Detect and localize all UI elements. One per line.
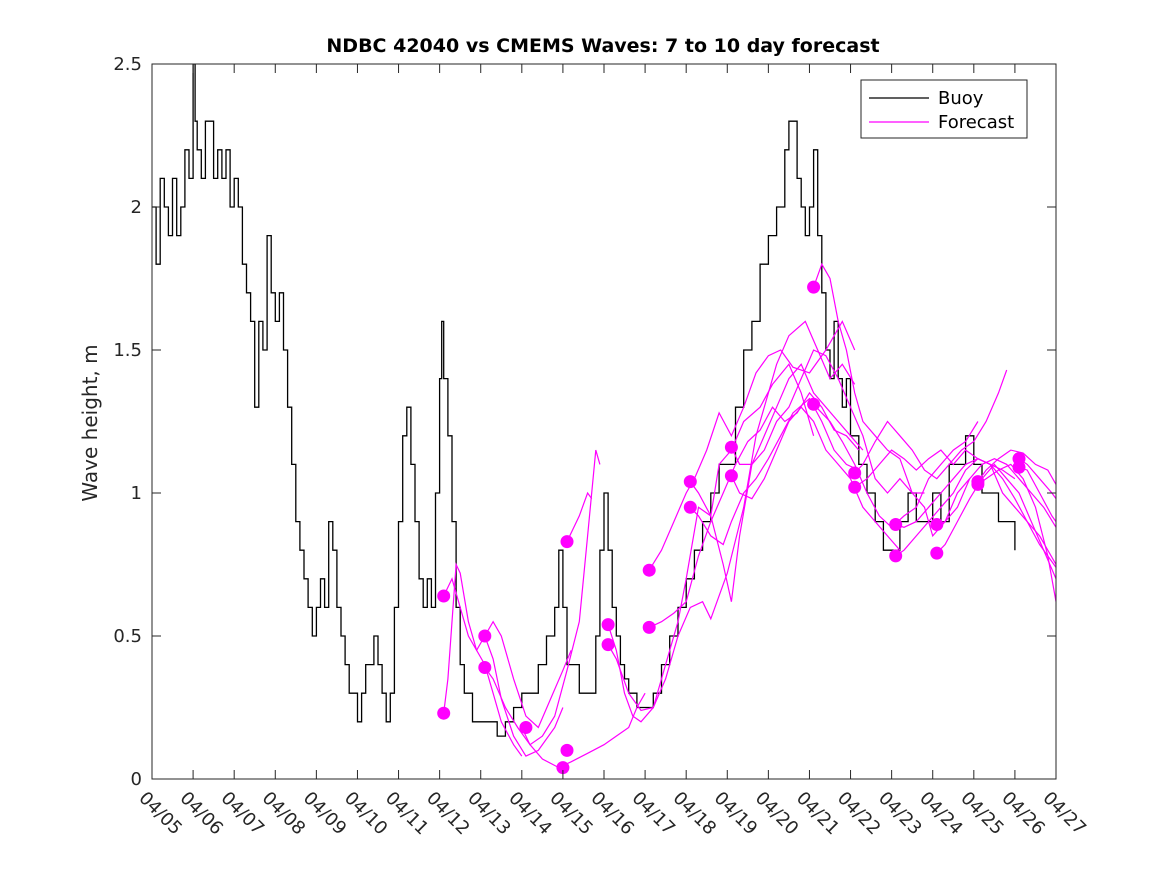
forecast-line-2 [443,577,564,757]
forecast-marker-5 [519,721,533,734]
forecast-marker-3 [478,629,492,643]
forecast-line-17 [854,369,1008,480]
plot-series-group [152,64,1056,775]
y-axis-label: Wave height, m [78,344,102,501]
x-tick-label: 04/15 [545,788,597,840]
x-tick-label: 04/19 [710,788,762,840]
forecast-marker-23 [930,518,944,531]
forecast-marker-4 [478,661,492,674]
forecast-marker-13 [683,475,697,489]
x-tick-label: 04/25 [956,788,1008,840]
forecast-line-23 [977,449,1056,485]
x-tick-label: 04/11 [381,788,433,840]
x-tick-label: 04/22 [833,788,885,840]
x-tick-label: 04/20 [751,788,803,840]
forecast-line-13 [730,349,925,494]
forecast-marker-22 [889,549,903,563]
x-tick-label: 04/17 [628,788,680,840]
x-tick-label: 04/16 [586,788,638,840]
forecast-marker-11 [642,563,656,577]
forecast-marker-15 [724,440,738,454]
x-tick-label: 04/09 [299,788,351,840]
forecast-marker-20 [848,480,862,494]
x-tick-label: 04/21 [792,788,844,840]
forecast-line-9 [648,320,856,571]
x-tick-label: 04/14 [504,788,556,840]
forecast-line-15 [813,262,971,538]
forecast-marker-6 [556,761,570,775]
axes: 00.511.522.504/0504/0604/0704/0804/0904/… [113,54,1090,839]
y-tick-label: 1.5 [113,340,142,361]
plot-area [152,64,1056,775]
forecast-line-14 [730,406,901,551]
x-tick-label: 04/06 [176,788,228,840]
legend-label-1: Buoy [938,88,984,109]
forecast-marker-1 [437,589,451,603]
x-tick-label: 04/10 [340,788,392,840]
x-tick-label: 04/26 [997,788,1049,840]
x-tick-label: 04/08 [258,788,310,840]
forecast-marker-24 [930,546,944,560]
legend-box [860,79,1028,139]
y-tick-label: 2.5 [113,54,142,75]
chart-title: NDBC 42040 vs CMEMS Waves: 7 to 10 day f… [326,35,879,57]
forecast-marker-12 [642,620,656,634]
x-tick-label: 04/12 [422,788,474,840]
legend: Buoy Forecast [860,79,1028,139]
y-tick-label: 0.5 [113,626,142,647]
forecast-marker-28 [1012,460,1026,474]
axes-box [151,63,1057,780]
x-tick-label: 04/27 [1038,788,1090,840]
forecast-marker-19 [848,466,862,480]
x-tick-label: 04/13 [463,788,515,840]
x-tick-label: 04/23 [874,788,926,840]
forecast-line-6 [566,491,593,542]
x-tick-label: 04/05 [134,788,186,840]
forecast-line-1 [443,562,523,757]
forecast-line-7 [607,320,856,723]
forecast-line-12 [689,397,860,546]
forecast-line-16 [813,403,979,529]
forecast-marker-17 [807,280,821,294]
y-tick-label: 2 [131,197,142,218]
buoy-series-line [152,64,1016,737]
x-tick-label: 04/18 [669,788,721,840]
forecast-line-10 [648,391,860,628]
forecast-line-21 [936,458,1056,528]
forecast-marker-18 [807,397,821,411]
forecast-marker-16 [724,469,738,483]
y-tick-label: 1 [131,483,142,504]
x-tick-label: 04/24 [915,788,967,840]
forecast-marker-14 [683,500,697,514]
forecast-line-22 [936,463,1056,580]
forecast-line-5 [521,692,646,769]
forecast-line-25 [1018,458,1056,500]
forecast-line-8 [607,363,815,712]
forecast-line-20 [895,457,1056,565]
forecast-marker-7 [560,535,574,549]
forecast-marker-2 [437,706,451,720]
forecast-marker-21 [889,518,903,531]
forecast-marker-26 [971,477,985,491]
forecast-marker-8 [560,743,574,757]
forecast-line-19 [895,458,1056,568]
forecast-marker-10 [601,638,615,652]
forecast-line-3 [484,449,601,746]
legend-label-2: Forecast [938,112,1014,133]
forecast-marker-9 [601,618,615,632]
y-tick-label: 0 [131,769,142,790]
forecast-line-4 [484,620,572,729]
x-tick-label: 04/07 [217,788,269,840]
